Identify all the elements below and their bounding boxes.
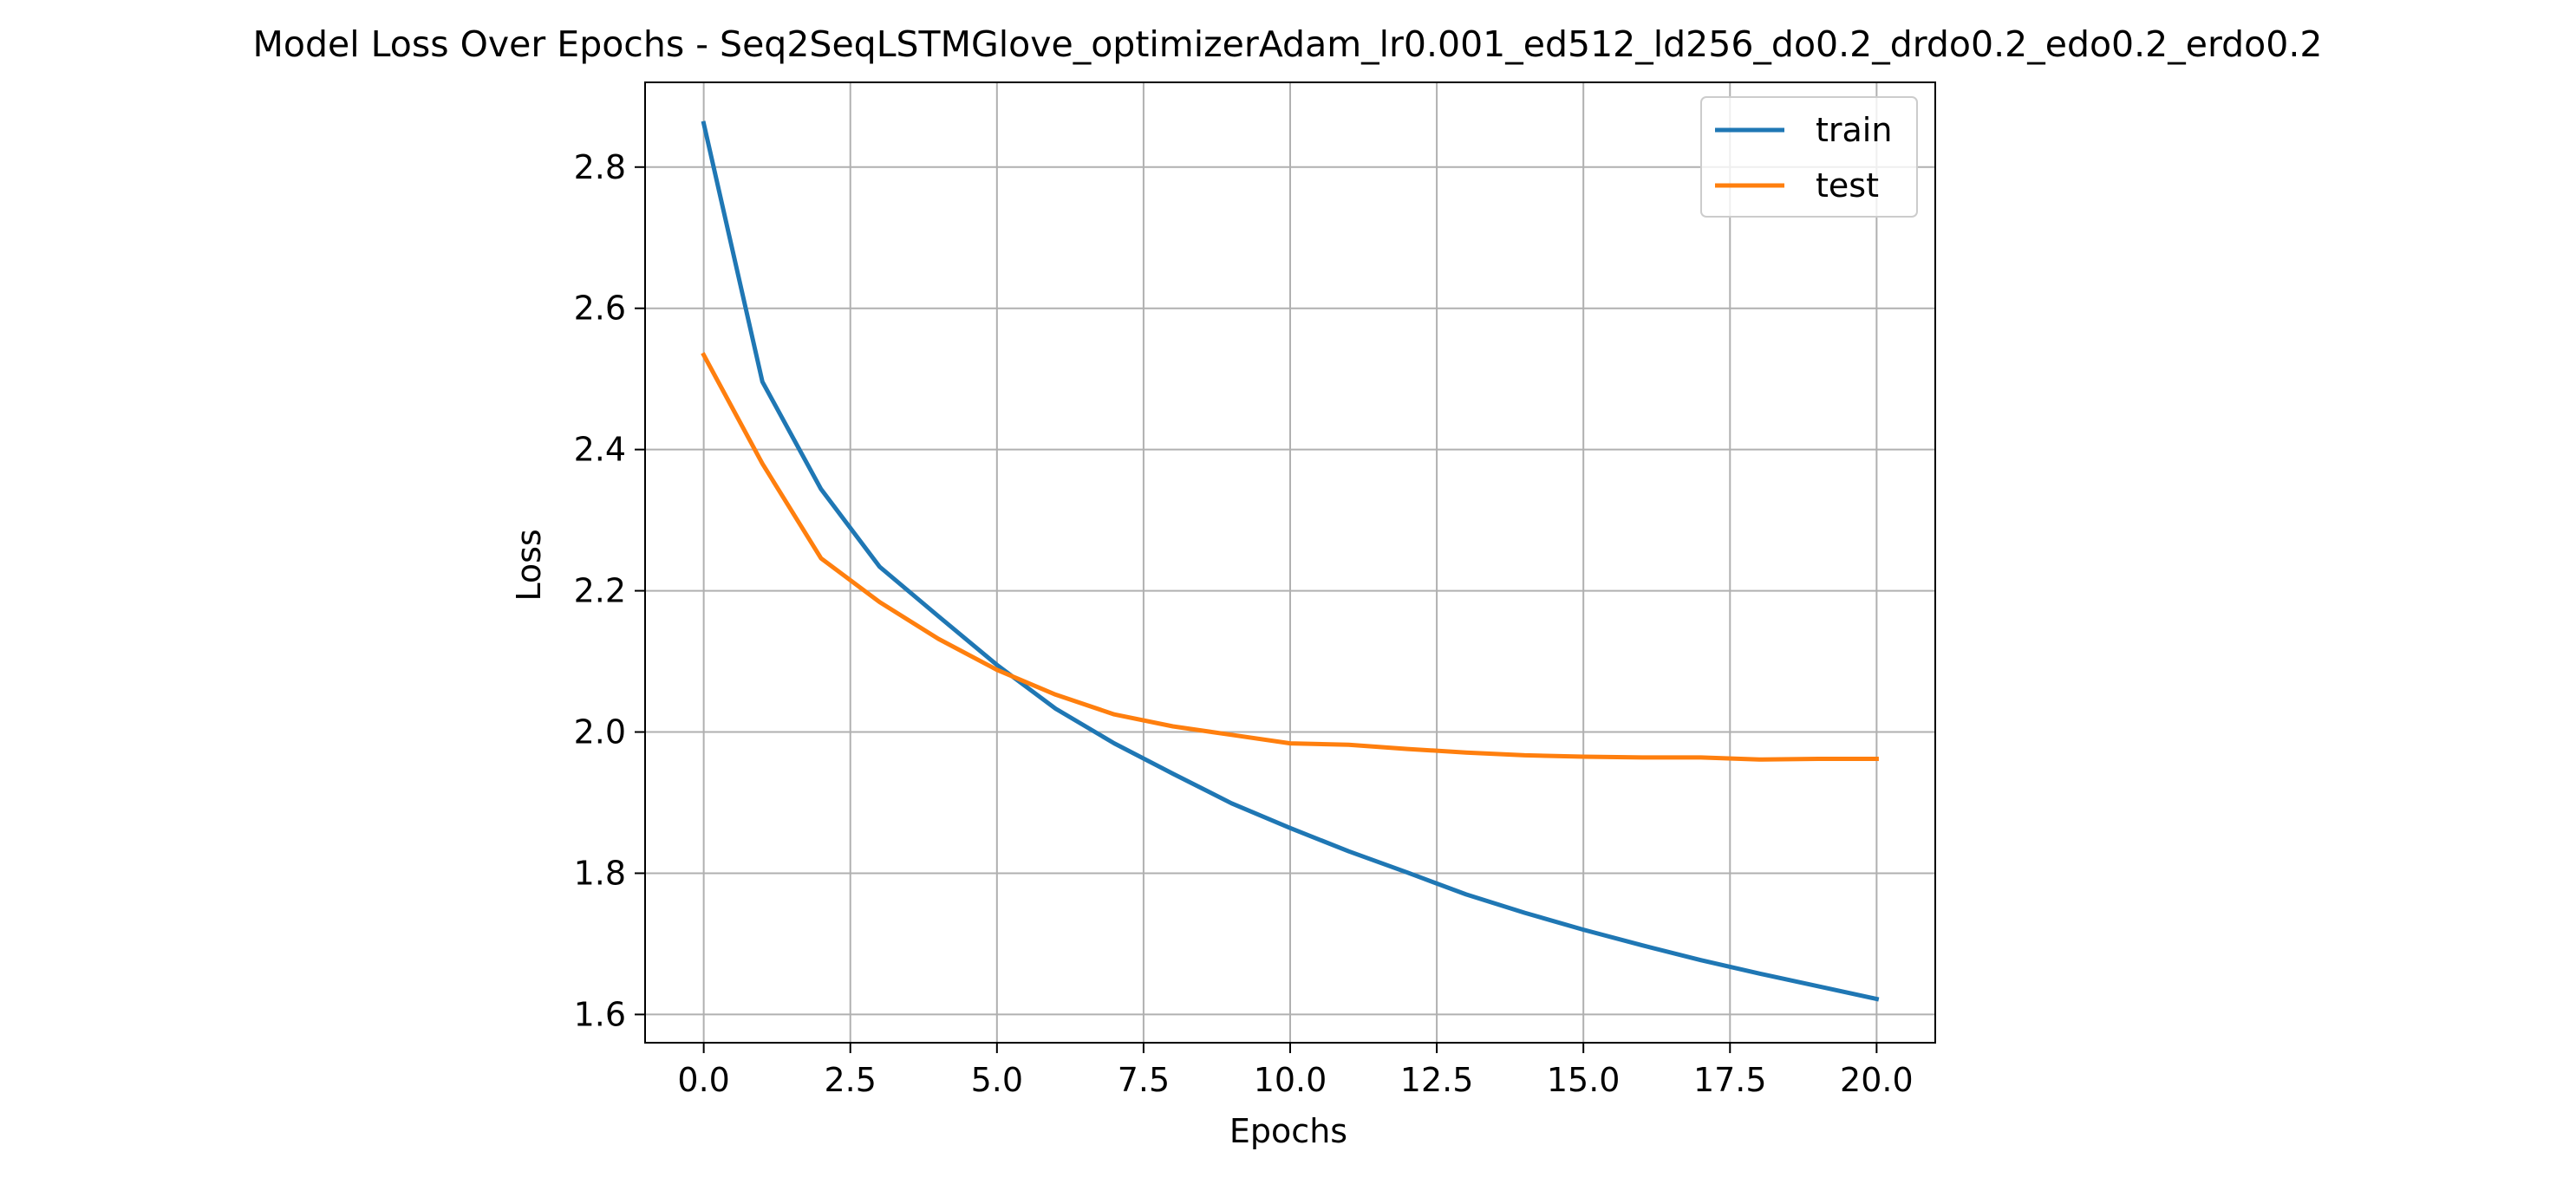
x-tick-label: 12.5 [1400,1061,1474,1099]
axis-ticks: 0.0 2.5 5.0 7.5 10.0 12.5 15.0 17.5 20.0 1.6 1.8 2.… [574,148,1914,1099]
y-tick-label: 1.6 [574,995,626,1033]
series-line-train [701,120,1880,1002]
series-line-test [701,352,1879,762]
legend: train test [1700,96,1918,218]
x-tick-label: 17.5 [1693,1061,1767,1099]
y-tick-label: 1.8 [574,854,626,892]
x-tick-label: 2.5 [825,1061,877,1099]
x-axis-label: Epochs [1229,1112,1347,1150]
y-tick-label: 2.0 [574,713,626,751]
y-axis-label: Loss [510,529,548,601]
x-tick-label: 20.0 [1840,1061,1914,1099]
y-tick-label: 2.8 [574,148,626,186]
x-tick-label: 7.5 [1118,1061,1170,1099]
legend-label-test: test [1816,166,1879,205]
x-tick-label: 10.0 [1254,1061,1327,1099]
x-tick-label: 0.0 [677,1061,729,1099]
grid [645,82,1935,1043]
series-lines [701,120,1880,1002]
legend-label-train: train [1816,111,1892,149]
y-tick-label: 2.2 [574,572,626,610]
y-tick-label: 2.6 [574,289,626,328]
x-tick-label: 15.0 [1547,1061,1621,1099]
x-tick-label: 5.0 [971,1061,1023,1099]
chart-title: Model Loss Over Epochs - Seq2SeqLSTMGlov… [253,23,2323,65]
y-tick-label: 2.4 [574,431,626,469]
